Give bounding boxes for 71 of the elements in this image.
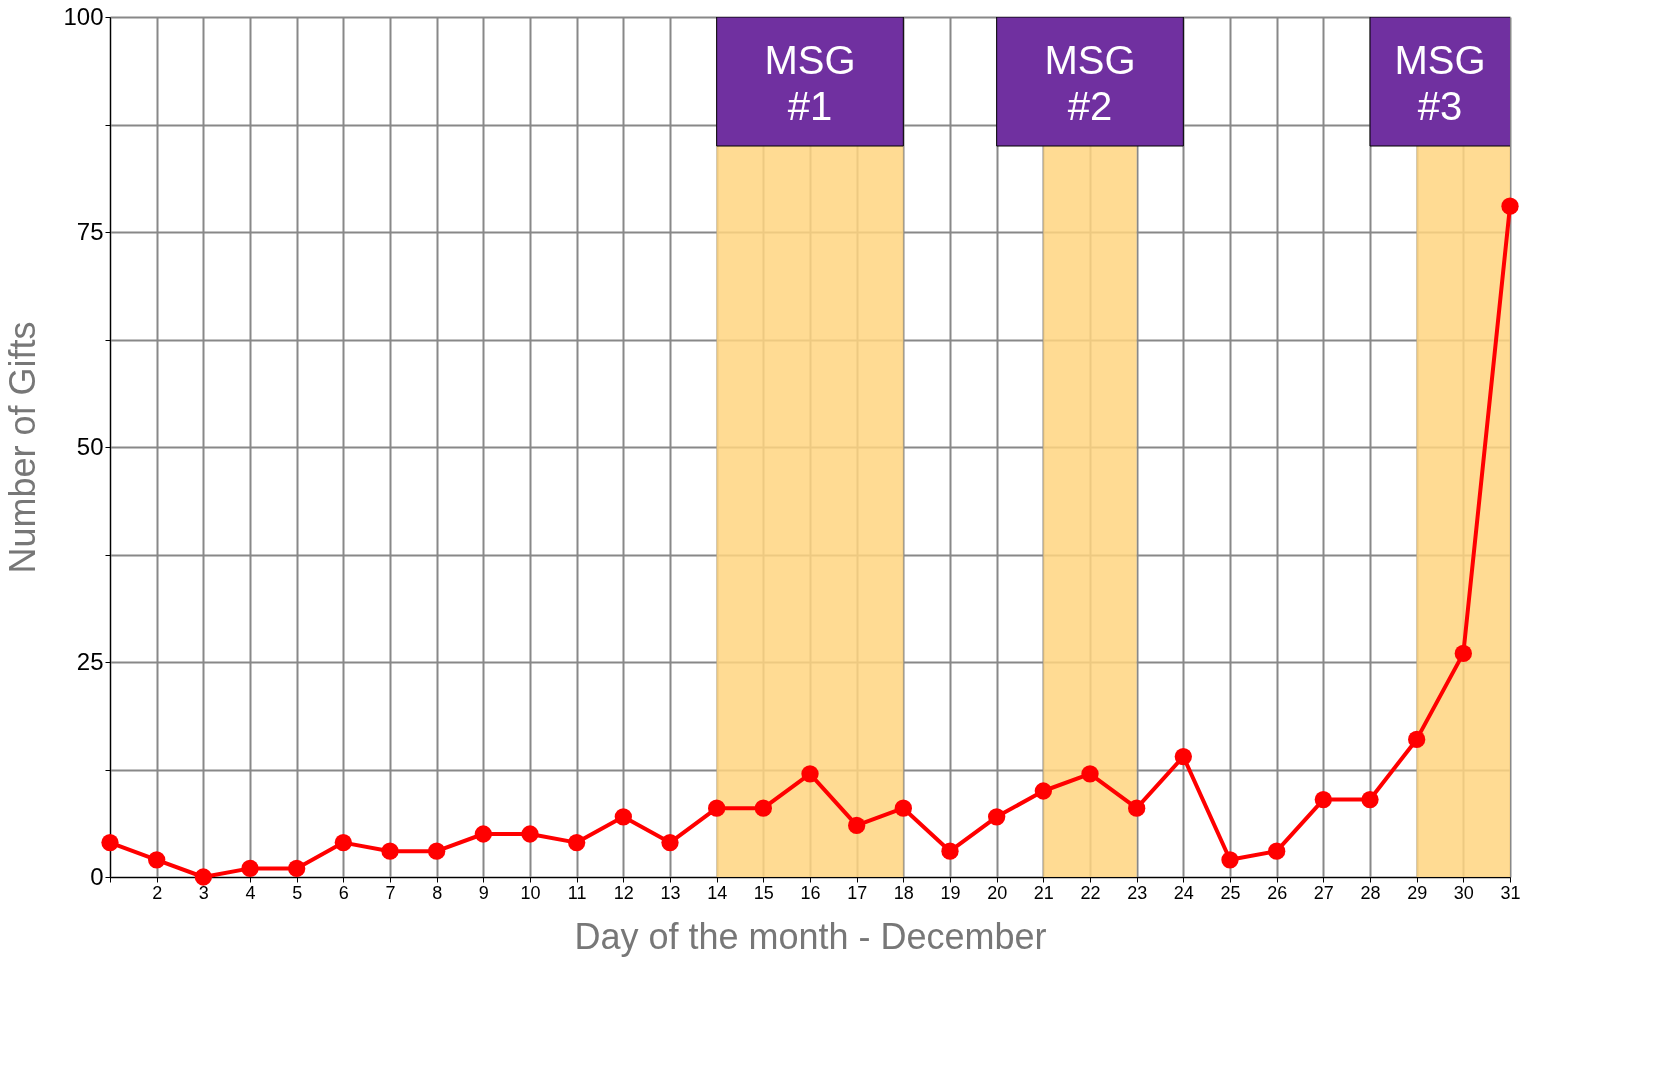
x-tick-label: 24 [1173,882,1194,903]
point [1501,197,1519,215]
y-tick-label: 25 [76,647,104,675]
x-tick-label: 12 [613,882,634,903]
x-tick-label: 2 [152,882,163,903]
point [568,833,586,852]
point [474,825,492,843]
point [708,799,726,817]
band-label: MSG #3 [1394,37,1486,128]
point [334,833,352,852]
x-tick-label: 28 [1360,882,1381,903]
x-tick-label: 19 [940,882,961,903]
x-tick-label: 20 [987,882,1008,903]
point [101,833,119,852]
x-tick-label: 4 [245,882,256,903]
point [1454,644,1472,663]
point [1128,799,1146,817]
x-tick-label: 23 [1127,882,1148,903]
x-tick-label: 17 [847,882,868,903]
x-tick-label: 30 [1453,882,1474,903]
point [1314,790,1332,809]
x-tick-label: 10 [520,882,541,903]
y-axis-title: Number of Gifts [2,321,44,574]
x-tick-label: 31 [1500,882,1521,903]
y-tick-label: 75 [76,217,104,245]
x-axis-title: Day of the month - December [574,915,1047,957]
x-tick-label: 11 [567,882,587,903]
point [988,808,1006,826]
point [1174,747,1192,766]
x-tick-label: 21 [1033,882,1054,903]
y-tick-label: 50 [76,432,104,460]
x-tick-label: 13 [660,882,681,903]
point [1221,851,1239,869]
point [288,859,306,878]
point [428,842,446,860]
x-tick-label: 5 [292,882,303,903]
point [848,816,866,835]
band-label: MSG #1 [764,37,856,128]
point [1268,842,1286,860]
x-tick-label: 15 [753,882,774,903]
x-tick-label: 27 [1313,882,1334,903]
x-tick-label: 29 [1407,882,1428,903]
point [1361,790,1379,809]
point [1081,765,1099,783]
x-tick-label: 26 [1267,882,1288,903]
point [148,851,166,869]
point [614,808,632,826]
x-tick-label: 16 [800,882,821,903]
x-tick-label: 25 [1220,882,1241,903]
point [1034,782,1052,800]
point [1408,730,1426,749]
point [381,842,399,860]
point [801,765,819,783]
point [241,859,259,878]
band-label: MSG #2 [1044,37,1136,128]
x-tick-label: 8 [432,882,443,903]
y-tick-label: 100 [63,2,104,30]
x-tick-label: 9 [478,882,489,903]
x-tick-label: 22 [1080,882,1101,903]
x-tick-label: 14 [707,882,728,903]
point [661,833,679,852]
x-tick-label: 6 [338,882,349,903]
x-tick-label: 3 [198,882,209,903]
y-tick-label: 0 [90,862,104,890]
point [521,825,539,843]
point [941,842,959,860]
point [194,868,212,886]
point [894,799,912,817]
x-tick-label: 18 [893,882,914,903]
x-tick-label: 7 [385,882,396,903]
point [754,799,772,817]
